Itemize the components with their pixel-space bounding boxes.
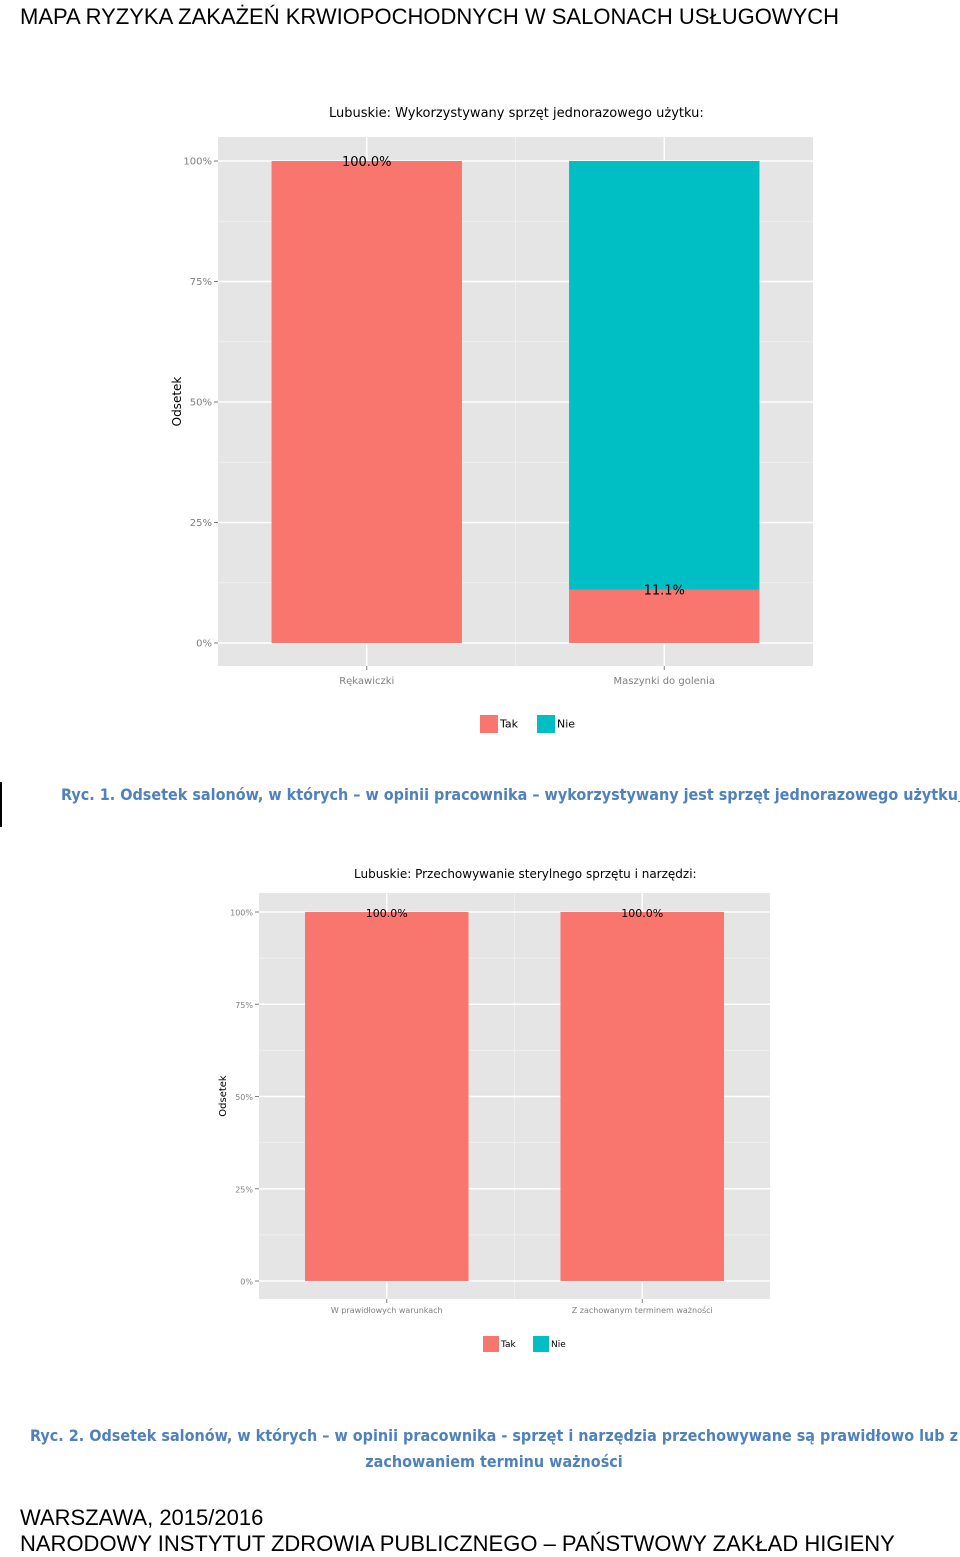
data-label: 100.0% (366, 907, 408, 920)
figure-1-caption: Ryc. 1. Odsetek salonów, w których – w o… (61, 785, 960, 804)
footer-institute: NARODOWY INSTYTUT ZDROWIA PUBLICZNEGO – … (20, 1531, 895, 1556)
y-tick-label: 75% (235, 1001, 253, 1010)
bar-tak (304, 912, 469, 1281)
legend-label-tak: Tak (499, 718, 519, 731)
x-tick-label: W prawidłowych warunkach (331, 1306, 443, 1315)
figure-2-caption: Ryc. 2. Odsetek salonów, w których – w o… (30, 1426, 958, 1471)
y-tick-label: 100% (183, 157, 212, 168)
bar-nie (569, 161, 760, 590)
y-tick-label: 25% (235, 1185, 253, 1194)
y-tick-label: 25% (190, 518, 212, 529)
x-tick-label: Z zachowanym terminem ważności (572, 1305, 713, 1315)
footer-place-date: WARSZAWA, 2015/2016 (20, 1505, 264, 1530)
x-tick-label: Rękawiczki (339, 676, 394, 687)
y-tick-label: 0% (240, 1278, 253, 1287)
y-tick-label: 0% (196, 639, 212, 650)
bar-tak (569, 589, 760, 643)
legend-key-tak (480, 715, 498, 733)
bar-tak (560, 912, 725, 1281)
legend-label-nie: Nie (551, 1340, 566, 1350)
chart-title: Lubuskie: Przechowywanie sterylnego sprz… (354, 867, 697, 881)
legend-key-tak (483, 1336, 499, 1352)
data-label: 100.0% (621, 907, 663, 920)
chart-disposable-equipment: Lubuskie: Wykorzystywany sprzęt jednoraz… (170, 106, 813, 733)
y-tick-label: 75% (190, 277, 212, 288)
bar-tak (271, 161, 462, 643)
legend-label-nie: Nie (557, 718, 575, 731)
y-tick-label: 50% (235, 1093, 253, 1102)
legend-key-nie (533, 1336, 549, 1352)
legend-key-nie (537, 715, 555, 733)
legend-label-tak: Tak (500, 1340, 517, 1350)
y-axis-label: Odsetek (218, 1075, 229, 1117)
chart-title: Lubuskie: Wykorzystywany sprzęt jednoraz… (329, 106, 704, 121)
y-tick-label: 50% (190, 398, 212, 409)
data-label: 11.1% (644, 583, 685, 598)
data-label: 100.0% (342, 155, 392, 170)
margin-change-bar (0, 782, 2, 827)
page-header-title: MAPA RYZYKA ZAKAŻEŃ KRWIOPOCHODNYCH W SA… (20, 4, 840, 29)
x-tick-label: Maszynki do golenia (613, 676, 715, 687)
figure-1-caption-text: Ryc. 1. Odsetek salonów, w których – w o… (61, 785, 958, 804)
y-axis-label: Odsetek (170, 377, 184, 427)
chart-sterile-storage: Lubuskie: Przechowywanie sterylnego sprz… (218, 867, 770, 1352)
y-tick-label: 100% (230, 909, 253, 918)
